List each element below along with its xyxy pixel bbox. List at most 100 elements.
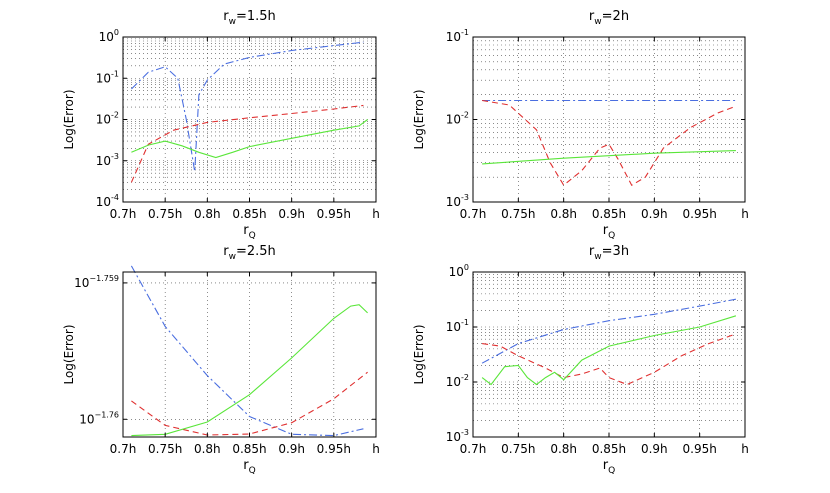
- x-tick-label: 0.9h: [278, 207, 305, 221]
- series-line-2: [131, 371, 368, 436]
- plot-area: [123, 37, 376, 202]
- y-tick-label: 10-2: [96, 111, 119, 127]
- chart-4: 0.7h 0.75h 0.8h 0.85h 0.9h 0.95h h10-310-210-1…: [412, 244, 749, 476]
- x-tick-label: 0.75h: [501, 442, 535, 456]
- y-tick-label: 10-1: [446, 318, 469, 334]
- xlabel-base: r: [243, 458, 249, 473]
- title-base: r: [223, 244, 229, 259]
- y-tick-label: 10-3: [446, 193, 469, 209]
- y-tick-base: 10: [446, 430, 461, 444]
- y-tick-exponent: -1: [111, 69, 119, 78]
- y-tick-label: 10−1.76: [79, 410, 119, 426]
- series-line-1: [131, 41, 364, 172]
- xlabel-subscript: Q: [608, 466, 615, 476]
- title-subscript: w: [594, 17, 601, 27]
- series-line-3: [131, 304, 368, 437]
- y-tick-label: 10−1.759: [74, 274, 119, 290]
- y-tick-base: 10: [96, 154, 111, 168]
- y-tick-exponent: -3: [461, 193, 469, 202]
- x-tick-label: 0.85h: [232, 442, 266, 456]
- x-tick-label: 0.85h: [592, 207, 626, 221]
- y-axis-label: Log(Error): [62, 89, 76, 149]
- y-tick-base: 10: [449, 265, 464, 279]
- x-tick-label: h: [741, 442, 749, 456]
- y-tick-exponent: -3: [461, 428, 469, 437]
- y-tick-base: 10: [96, 71, 111, 85]
- series-line-3: [482, 150, 736, 165]
- x-tick-label: 0.95h: [317, 207, 351, 221]
- title-base: r: [589, 244, 595, 259]
- title-subscript: w: [229, 252, 236, 262]
- y-axis-label: Log(Error): [412, 89, 426, 149]
- series-line-2: [130, 104, 364, 183]
- x-tick-label: h: [741, 207, 749, 221]
- title-rest: =3h: [602, 244, 629, 259]
- y-axis-label: Log(Error): [412, 324, 426, 384]
- y-tick-label: 10-2: [446, 373, 469, 389]
- y-tick-base: 10: [99, 30, 114, 44]
- y-tick-base: 10: [96, 195, 111, 209]
- y-tick-exponent: −1.76: [94, 410, 119, 419]
- chart-2: 0.7h 0.75h 0.8h 0.85h 0.9h 0.95h h10-310-210-1…: [412, 9, 749, 241]
- series-line-3: [481, 315, 737, 386]
- y-tick-base: 10: [79, 412, 94, 426]
- chart-title: rw=2h: [589, 9, 629, 27]
- x-tick-label: 0.85h: [232, 207, 266, 221]
- plot-area: [473, 272, 745, 437]
- x-tick-label: h: [372, 442, 380, 456]
- title-rest: =1.5h: [236, 9, 276, 24]
- x-tick-label: 0.9h: [641, 207, 668, 221]
- y-tick-exponent: 0: [114, 28, 119, 37]
- plot-area: [123, 272, 376, 437]
- xlabel-base: r: [603, 458, 609, 473]
- title-subscript: w: [229, 17, 236, 27]
- x-tick-label: 0.8h: [550, 442, 577, 456]
- chart-title: rw=2.5h: [223, 244, 276, 262]
- x-tick-label: 0.9h: [278, 442, 305, 456]
- x-tick-label: 0.75h: [148, 442, 182, 456]
- y-axis-label: Log(Error): [62, 324, 76, 384]
- x-tick-label: 0.85h: [592, 442, 626, 456]
- y-tick-exponent: -2: [111, 111, 119, 120]
- xlabel-base: r: [603, 223, 609, 238]
- chart-3: 0.7h 0.75h 0.8h 0.85h 0.9h 0.95h h10−1.7610−1.…: [62, 244, 380, 476]
- xlabel-subscript: Q: [608, 231, 615, 241]
- series-line-1: [130, 265, 364, 437]
- x-tick-label: 0.7h: [460, 207, 487, 221]
- x-axis-label: rQ: [603, 458, 615, 476]
- y-tick-label: 100: [99, 28, 119, 44]
- y-tick-label: 10-2: [446, 111, 469, 127]
- y-tick-exponent: -3: [111, 152, 119, 161]
- x-tick-label: 0.8h: [194, 442, 221, 456]
- x-tick-label: 0.75h: [148, 207, 182, 221]
- series-line-2: [482, 333, 737, 386]
- y-tick-base: 10: [446, 195, 461, 209]
- series-line-1: [481, 298, 737, 364]
- y-tick-label: 10-3: [446, 428, 469, 444]
- x-tick-label: 0.95h: [317, 442, 351, 456]
- xlabel-subscript: Q: [249, 466, 256, 476]
- x-tick-label: 0.8h: [550, 207, 577, 221]
- y-tick-base: 10: [74, 276, 89, 290]
- title-base: r: [589, 9, 595, 24]
- x-tick-label: 0.95h: [683, 442, 717, 456]
- title-rest: =2.5h: [236, 244, 276, 259]
- y-tick-label: 10-4: [96, 193, 119, 209]
- title-base: r: [223, 9, 229, 24]
- title-subscript: w: [594, 252, 601, 262]
- chart-title: rw=3h: [589, 244, 629, 262]
- y-tick-base: 10: [446, 30, 461, 44]
- y-tick-label: 10-1: [96, 69, 119, 85]
- x-tick-label: 0.9h: [641, 442, 668, 456]
- y-tick-exponent: -1: [461, 28, 469, 37]
- y-tick-base: 10: [96, 113, 111, 127]
- x-axis-label: rQ: [243, 458, 255, 476]
- y-tick-base: 10: [446, 375, 461, 389]
- x-tick-label: 0.8h: [194, 207, 221, 221]
- chart-1: 0.7h 0.75h 0.8h 0.85h 0.9h 0.95h h10-410-310-2…: [62, 9, 380, 241]
- y-tick-label: 100: [449, 263, 469, 279]
- y-tick-base: 10: [446, 113, 461, 127]
- y-tick-exponent: 0: [464, 263, 469, 272]
- y-tick-label: 10-3: [96, 152, 119, 168]
